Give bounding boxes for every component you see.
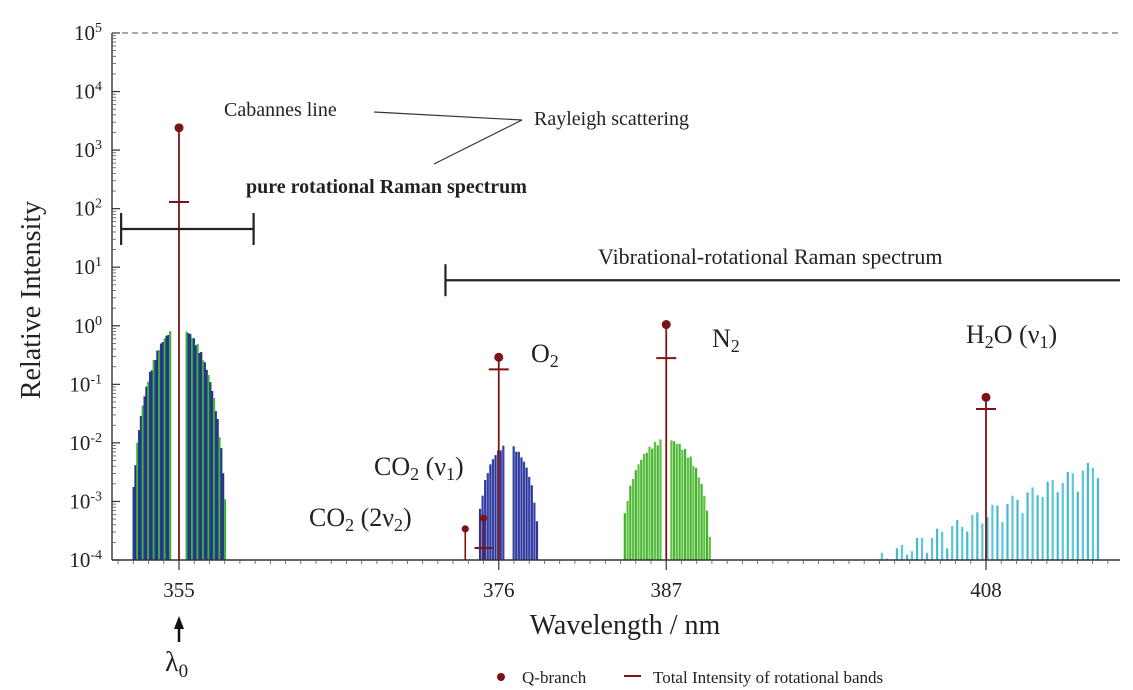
co2-v1-label-part-2: (ν [419, 452, 446, 481]
o2-label-part-0: O [531, 339, 550, 368]
band-3 [875, 462, 1100, 560]
annotations: Cabannes line Rayleigh scattering pure rot… [120, 99, 1120, 682]
y-tick-label-part-0: 10 [69, 548, 90, 572]
y-tick-label-part-1: 3 [95, 138, 102, 153]
co2-v1-label-part-0: CO [374, 452, 410, 481]
legend-total-label: Total Intensity of rotational bands [653, 668, 883, 687]
h2o-label: H2O (ν1) [966, 320, 1057, 352]
band-1 [478, 445, 539, 560]
y-tick-label-part-0: 10 [69, 372, 90, 396]
y-tick-label: 100 [74, 314, 102, 338]
co2-2v2-label-part-0: CO [309, 503, 345, 532]
q-branch-marker [494, 352, 504, 362]
y-tick-label-part-0: 10 [74, 138, 95, 162]
x-tick-label: 387 [650, 578, 682, 602]
y-tick-label-part-1: 0 [95, 314, 102, 329]
y-tick-label-part-1: 5 [95, 21, 102, 36]
y-tick-label: 102 [74, 197, 102, 221]
x-tick-label: 408 [970, 578, 1002, 602]
q-branch-marker [981, 392, 991, 402]
h2o-label-part-3: 1 [1039, 332, 1048, 352]
h2o-label-part-4: ) [1048, 320, 1057, 349]
legend: Q-branch Total Intensity of rotational ba… [497, 668, 883, 687]
n2-label-part-1: 2 [731, 336, 740, 356]
y-tick-label-part-1: 1 [95, 256, 102, 271]
lambda-arrow-head [173, 616, 184, 629]
cabannes-label: Cabannes line [224, 99, 337, 121]
raman-pointer [433, 119, 523, 165]
co2-q-branch-marker [479, 514, 488, 522]
y-tick-label-part-0: 10 [74, 197, 95, 221]
y-tick-label-part-0: 10 [74, 255, 95, 279]
q-branch-marker [174, 123, 184, 133]
y-tick-label: 103 [74, 138, 102, 162]
y-tick-label: 104 [74, 80, 102, 104]
co2-v1-label-part-1: 2 [410, 464, 419, 484]
y-tick-label-part-0: 10 [69, 489, 90, 513]
y-tick-label-part-0: 10 [74, 80, 95, 104]
y-tick-label: 10-2 [69, 431, 102, 455]
co2-2v2-label-part-3: 2 [394, 515, 403, 535]
y-tick-label: 105 [74, 21, 102, 45]
vib-rot-label: Vibrational-rotational Raman spectrum [598, 244, 942, 269]
co2-v1-label: CO2 (ν1) [374, 452, 464, 484]
co2-2v2-label-part-4: ) [403, 503, 412, 532]
y-axis-title: Relative Intensity [16, 201, 47, 399]
legend-q-branch-marker [497, 673, 505, 681]
y-tick-label-part-1: 2 [95, 197, 102, 212]
cabannes-pointer [373, 111, 523, 121]
co2-v1-label-part-3: 1 [446, 464, 455, 484]
co2-2v2-label-part-2: (2ν [354, 503, 394, 532]
h2o-label-part-1: 2 [985, 332, 994, 352]
lambda-label-part-0: λ [165, 647, 179, 678]
co2-v1-label-part-4: ) [455, 452, 464, 481]
x-tick-label: 376 [483, 578, 515, 602]
rayleigh-label: Rayleigh scattering [534, 108, 689, 130]
band-0 [132, 331, 227, 560]
y-tick-label: 101 [74, 255, 102, 279]
pure-rotational-label: pure rotational Raman spectrum [246, 176, 527, 198]
x-tick-label: 355 [163, 578, 195, 602]
h2o-label-part-2: O (ν [994, 320, 1040, 349]
spectral-bands [132, 331, 1100, 560]
y-tick-label-part-1: -3 [90, 490, 102, 505]
lambda-label-part-1: 0 [179, 661, 189, 682]
co2-q-branch-marker [461, 525, 469, 533]
h2o-label-part-0: H [966, 320, 985, 349]
y-tick-label-part-0: 10 [74, 314, 95, 338]
lambda-label: λ0 [165, 647, 188, 682]
co2-2v2-label: CO2 (2ν2) [309, 503, 412, 535]
x-axis-title: Wavelength / nm [530, 610, 721, 641]
y-tick-label-part-1: 4 [95, 80, 102, 95]
o2-label: O2 [531, 339, 559, 371]
band-2 [623, 439, 711, 560]
q-branch-lines [168, 123, 997, 560]
y-tick-label-part-1: -2 [90, 431, 102, 446]
y-tick-label: 10-4 [69, 548, 102, 572]
n2-label-part-0: N [712, 324, 731, 353]
legend-q-branch-label: Q-branch [522, 668, 587, 687]
y-tick-label-part-0: 10 [69, 431, 90, 455]
y-tick-label-part-1: -4 [90, 548, 102, 563]
plot-frame [111, 32, 1120, 561]
y-tick-label-part-1: -1 [90, 373, 102, 388]
n2-label: N2 [712, 324, 740, 356]
y-tick-label: 10-1 [69, 372, 102, 396]
y-tick-label-part-0: 10 [74, 21, 95, 45]
q-branch-marker [661, 320, 671, 330]
co2-2v2-label-part-1: 2 [345, 515, 354, 535]
y-tick-label: 10-3 [69, 489, 102, 513]
o2-label-part-1: 2 [550, 351, 559, 371]
